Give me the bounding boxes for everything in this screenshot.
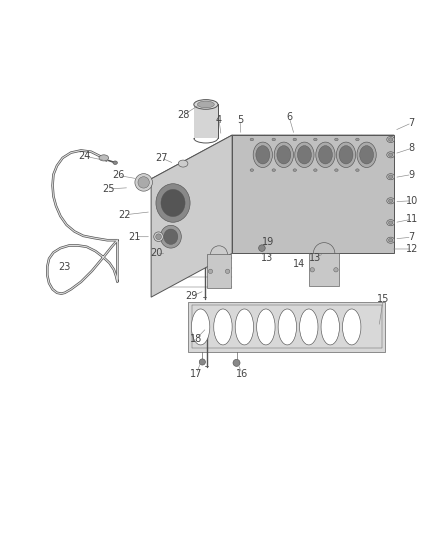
Ellipse shape xyxy=(194,100,218,109)
Text: 17: 17 xyxy=(190,369,202,379)
Text: 7: 7 xyxy=(409,232,415,242)
Ellipse shape xyxy=(160,225,181,248)
Ellipse shape xyxy=(389,221,393,224)
Text: 26: 26 xyxy=(112,171,124,180)
Ellipse shape xyxy=(334,268,338,272)
Ellipse shape xyxy=(389,175,393,179)
Text: 25: 25 xyxy=(102,184,115,194)
Ellipse shape xyxy=(161,189,185,216)
Ellipse shape xyxy=(336,142,356,167)
Ellipse shape xyxy=(156,184,190,222)
Ellipse shape xyxy=(339,146,353,164)
Ellipse shape xyxy=(138,177,149,188)
Ellipse shape xyxy=(199,359,205,365)
Polygon shape xyxy=(188,302,385,352)
Text: 20: 20 xyxy=(151,248,163,259)
Text: 23: 23 xyxy=(59,262,71,271)
Ellipse shape xyxy=(178,160,188,167)
Ellipse shape xyxy=(387,136,395,142)
Ellipse shape xyxy=(155,234,161,239)
Ellipse shape xyxy=(293,169,297,172)
Ellipse shape xyxy=(272,169,276,172)
Text: 6: 6 xyxy=(286,112,292,122)
Ellipse shape xyxy=(357,142,376,167)
Ellipse shape xyxy=(387,198,395,204)
Ellipse shape xyxy=(318,146,332,164)
Ellipse shape xyxy=(278,309,297,345)
Ellipse shape xyxy=(258,245,265,252)
Ellipse shape xyxy=(154,232,163,241)
Text: 8: 8 xyxy=(409,143,415,154)
Ellipse shape xyxy=(389,238,393,242)
Text: 19: 19 xyxy=(262,237,275,247)
Ellipse shape xyxy=(360,146,374,164)
Ellipse shape xyxy=(295,142,314,167)
Text: 14: 14 xyxy=(293,260,305,269)
Ellipse shape xyxy=(257,309,275,345)
Ellipse shape xyxy=(387,237,395,243)
Ellipse shape xyxy=(214,309,232,345)
Ellipse shape xyxy=(387,174,395,180)
Ellipse shape xyxy=(335,138,338,141)
Ellipse shape xyxy=(233,359,240,366)
Ellipse shape xyxy=(343,309,361,345)
Ellipse shape xyxy=(321,309,339,345)
Ellipse shape xyxy=(356,138,359,141)
Ellipse shape xyxy=(316,142,335,167)
Ellipse shape xyxy=(310,268,314,272)
Polygon shape xyxy=(232,135,394,253)
Ellipse shape xyxy=(389,153,393,157)
Text: 16: 16 xyxy=(236,369,248,379)
Ellipse shape xyxy=(235,309,254,345)
Ellipse shape xyxy=(225,269,230,273)
Ellipse shape xyxy=(297,146,311,164)
Ellipse shape xyxy=(191,309,210,345)
Text: 29: 29 xyxy=(186,291,198,301)
Text: 9: 9 xyxy=(409,169,415,180)
Text: 21: 21 xyxy=(129,232,141,242)
Text: 27: 27 xyxy=(155,153,167,163)
Polygon shape xyxy=(151,135,394,179)
Polygon shape xyxy=(151,135,232,297)
Ellipse shape xyxy=(99,155,109,161)
Ellipse shape xyxy=(250,138,254,141)
Ellipse shape xyxy=(387,152,395,158)
Text: 12: 12 xyxy=(406,244,418,254)
Text: 28: 28 xyxy=(177,110,189,120)
Ellipse shape xyxy=(300,309,318,345)
Text: 13: 13 xyxy=(261,253,273,263)
Ellipse shape xyxy=(253,142,272,167)
Ellipse shape xyxy=(389,199,393,203)
Ellipse shape xyxy=(164,229,178,245)
Text: 5: 5 xyxy=(237,115,243,125)
Ellipse shape xyxy=(135,174,152,191)
Ellipse shape xyxy=(113,161,117,165)
Ellipse shape xyxy=(314,138,317,141)
Text: 22: 22 xyxy=(119,210,131,220)
Ellipse shape xyxy=(250,169,254,172)
Ellipse shape xyxy=(356,169,359,172)
Text: 10: 10 xyxy=(406,196,418,206)
Ellipse shape xyxy=(335,169,338,172)
Ellipse shape xyxy=(389,138,393,141)
Text: 24: 24 xyxy=(78,151,91,161)
Text: 4: 4 xyxy=(216,115,222,125)
Polygon shape xyxy=(207,254,231,288)
Ellipse shape xyxy=(274,142,293,167)
Ellipse shape xyxy=(293,138,297,141)
Text: 7: 7 xyxy=(409,118,415,128)
Polygon shape xyxy=(194,104,218,138)
Text: 18: 18 xyxy=(190,334,202,344)
Ellipse shape xyxy=(277,146,291,164)
Polygon shape xyxy=(309,253,339,286)
Text: 15: 15 xyxy=(377,294,389,304)
Ellipse shape xyxy=(314,169,317,172)
Ellipse shape xyxy=(272,138,276,141)
Ellipse shape xyxy=(256,146,270,164)
Text: 13: 13 xyxy=(309,253,321,263)
Text: 11: 11 xyxy=(406,214,418,224)
Ellipse shape xyxy=(208,269,213,273)
Ellipse shape xyxy=(198,101,214,108)
Ellipse shape xyxy=(387,220,395,226)
